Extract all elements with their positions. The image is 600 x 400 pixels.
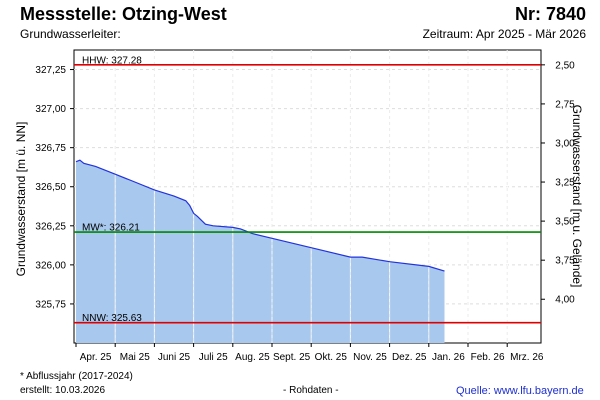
x-tick-label: Okt. 25 xyxy=(315,352,348,363)
water-level-line xyxy=(75,159,445,272)
aquifer-label: Grundwasserleiter: xyxy=(20,27,121,41)
y2-tick-label: 2,75 xyxy=(555,99,575,110)
y-tick-label: 326,50 xyxy=(35,182,66,193)
x-tick-label: Sept. 25 xyxy=(273,352,311,363)
x-tick-label: Feb. 26 xyxy=(471,352,505,363)
period-label: Zeitraum: Apr 2025 - Mär 2026 xyxy=(422,27,586,41)
created-date: erstellt: 10.03.2026 xyxy=(20,385,106,396)
y-tick-label: 327,25 xyxy=(35,65,66,76)
x-tick-label: Jan. 26 xyxy=(432,352,465,363)
y2-tick-label: 3,75 xyxy=(555,256,575,267)
y-axis-right: 2,50 2,75 3,00 3,25 3,50 3,75 4,00 xyxy=(541,60,575,306)
y-tick-label: 326,75 xyxy=(35,143,66,154)
vertical-grid xyxy=(114,50,508,343)
y2-tick-label: 2,50 xyxy=(555,60,575,71)
y-axis-right-label: Grundwasserstand [m u. Gelände] xyxy=(570,104,584,288)
y2-tick-label: 3,25 xyxy=(555,178,575,189)
x-tick-label: Juni 25 xyxy=(158,352,191,363)
y-tick-label: 326,00 xyxy=(35,260,66,271)
y2-tick-label: 4,00 xyxy=(555,295,575,306)
x-tick-label: Nov. 25 xyxy=(353,352,387,363)
x-tick-label: Juli 25 xyxy=(199,352,228,363)
y-axis-left-label: Grundwasserstand [m ü. NN] xyxy=(14,121,28,277)
rawdata-label: - Rohdaten - xyxy=(283,385,339,396)
source-link[interactable]: Quelle: www.lfu.bayern.de xyxy=(456,385,584,397)
y2-tick-label: 3,00 xyxy=(555,138,575,149)
x-tick-label: Apr. 25 xyxy=(80,352,112,363)
footnote: * Abflussjahr (2017-2024) xyxy=(20,371,133,382)
x-tick-label: Dez. 25 xyxy=(392,352,427,363)
x-tick-label: Aug. 25 xyxy=(235,352,270,363)
y-axis-left: 327,25 327,00 326,75 326,50 326,25 326,00 325,… xyxy=(35,65,74,310)
x-tick-label: Mai 25 xyxy=(120,352,150,363)
reference-lines: HHW: 327.28 MW*: 326.21 NNW: 325.63 xyxy=(74,55,541,324)
y-tick-label: 326,25 xyxy=(35,221,66,232)
reference-label: NNW: 325.63 xyxy=(82,313,142,324)
y-tick-label: 325,75 xyxy=(35,299,66,310)
x-tick-label: Mrz. 26 xyxy=(510,352,544,363)
water-level-area xyxy=(76,160,445,343)
y-tick-label: 327,00 xyxy=(35,104,66,115)
station-number: Nr: 7840 xyxy=(514,4,586,24)
reference-label: MW*: 326.21 xyxy=(82,223,140,234)
reference-label: HHW: 327.28 xyxy=(82,55,142,66)
page-title: Messstelle: Otzing-West xyxy=(20,4,227,24)
x-axis: Apr. 25 Mai 25 Juni 25 Juli 25 Aug. 25 Sept. … xyxy=(75,343,544,363)
y2-tick-label: 3,50 xyxy=(555,217,575,228)
